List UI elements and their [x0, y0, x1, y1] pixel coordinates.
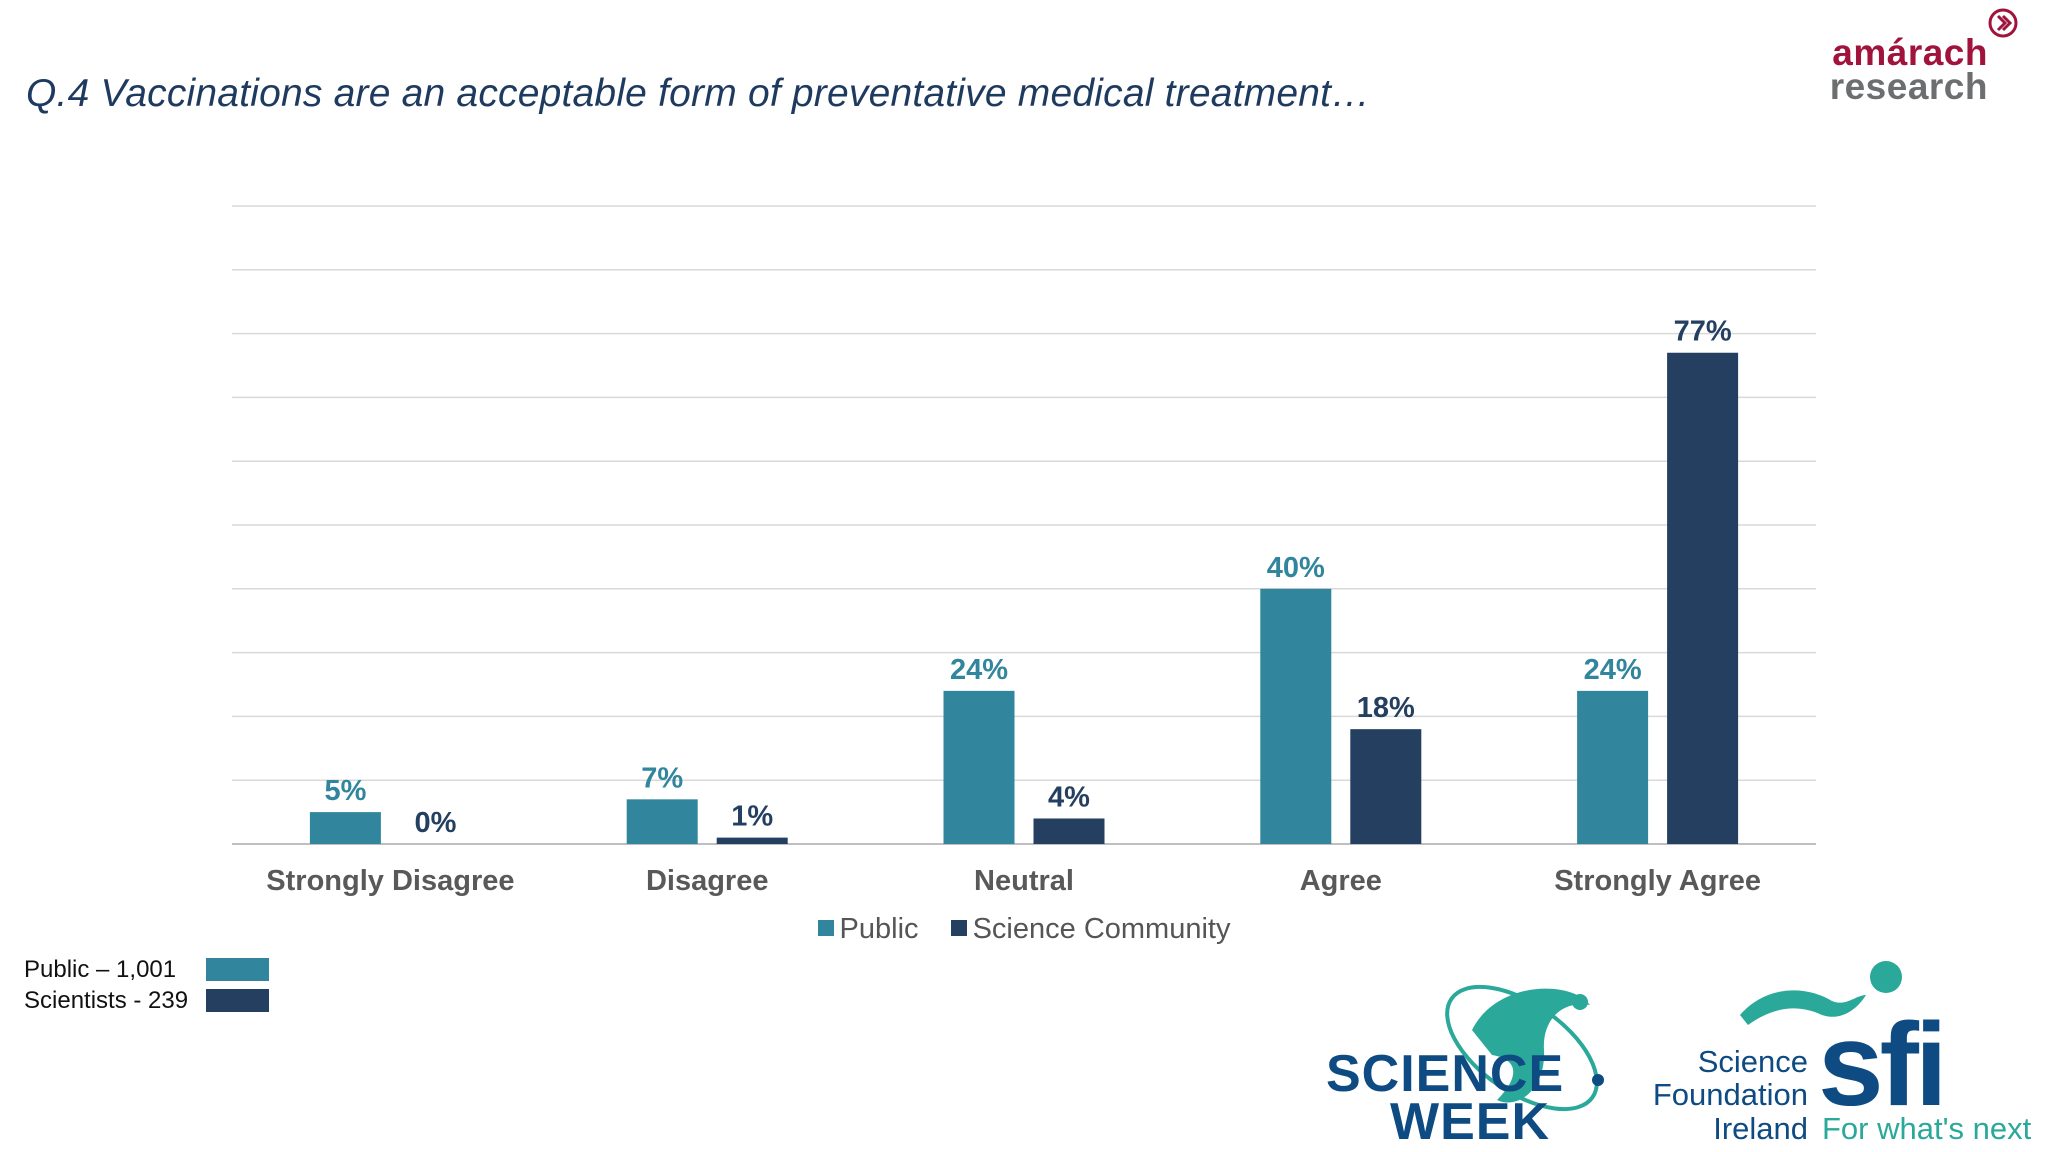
bar-public — [1260, 588, 1332, 844]
category-label: Strongly Agree — [1554, 865, 1761, 897]
chart-legend: Public Science Community — [0, 913, 2048, 946]
science-week-logo: SCIENCE WEEK — [1322, 960, 1622, 1151]
data-label: 18% — [1357, 692, 1415, 724]
bar-science-community — [1033, 818, 1105, 844]
bar-public — [1577, 690, 1649, 844]
sfi-logo: Science Foundation Ireland sfi For what'… — [1636, 955, 2048, 1152]
sample-row-public: Public – 1,001 — [24, 954, 269, 985]
sfi-swimmer-icon — [1740, 961, 1902, 1025]
chevron-right-icon — [1988, 8, 2018, 38]
sfi-wordmark: sfi — [1818, 999, 1948, 1131]
legend-item-public: Public — [817, 913, 919, 946]
data-label: 40% — [1267, 552, 1325, 584]
sfi-word-foundation: Foundation — [1652, 1077, 1808, 1112]
sfi-tagline: For what's next — [1822, 1111, 2032, 1146]
data-label: 1% — [731, 801, 773, 833]
science-week-emblem — [1445, 984, 1604, 1112]
sample-swatch-public — [206, 958, 269, 981]
brand-line2: research — [1829, 66, 1988, 107]
category-label: Agree — [1300, 865, 1382, 897]
bar-public — [626, 799, 698, 844]
data-label: 5% — [324, 775, 366, 807]
legend-label-public: Public — [839, 913, 919, 945]
legend-label-science-community: Science Community — [972, 913, 1231, 945]
category-label: Neutral — [974, 865, 1074, 897]
data-label: 0% — [414, 807, 456, 839]
bar-chart: 5% 0% Strongly Disagree 7% 1% Disagree 24% 4% Ne… — [232, 205, 1816, 897]
category-label: Strongly Disagree — [266, 865, 514, 897]
sfi-word-ireland: Ireland — [1713, 1111, 1808, 1146]
sample-row-scientists: Scientists - 239 — [24, 985, 269, 1016]
legend-swatch-public — [817, 920, 834, 937]
science-week-line2: WEEK — [1390, 1093, 1550, 1151]
sample-swatch-scientists — [206, 989, 269, 1012]
sample-size-key: Public – 1,001 Scientists - 239 — [24, 954, 269, 1016]
legend-item-science-community: Science Community — [950, 913, 1231, 946]
brand-line1: amárach — [1832, 32, 1988, 73]
data-label: 77% — [1674, 316, 1732, 348]
legend-swatch-science-community — [950, 920, 967, 937]
bar-public — [309, 812, 381, 844]
bar-science-community — [716, 837, 788, 844]
data-label: 24% — [950, 654, 1008, 686]
data-label: 4% — [1048, 781, 1090, 813]
sample-label-public: Public – 1,001 — [24, 955, 177, 983]
science-week-line1: SCIENCE — [1326, 1045, 1565, 1103]
bar-science-community — [1667, 352, 1739, 844]
data-label: 24% — [1584, 654, 1642, 686]
amarach-research-logo: amárach research — [1798, 8, 2018, 108]
bar-public — [943, 690, 1015, 844]
sample-label-scientists: Scientists - 239 — [24, 986, 189, 1014]
category-label: Disagree — [646, 865, 769, 897]
data-label: 7% — [641, 762, 683, 794]
sfi-word-science: Science — [1697, 1044, 1808, 1079]
page-title: Q.4 Vaccinations are an acceptable form … — [26, 72, 1371, 115]
bar-science-community — [1350, 729, 1422, 844]
